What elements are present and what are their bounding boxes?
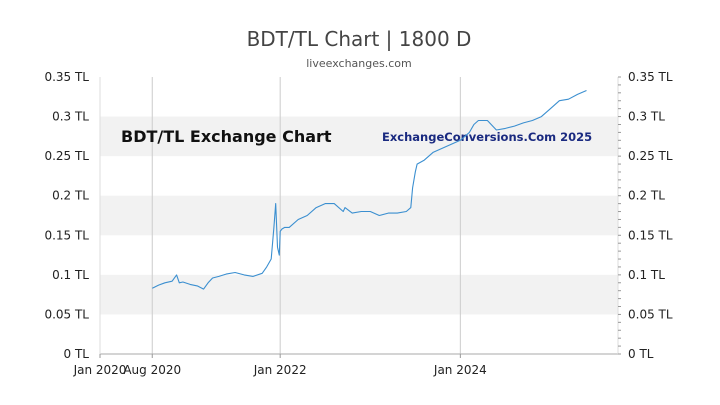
y-tick-label-left: 0.2 TL [52, 189, 89, 203]
y-tick-label-left: 0.35 TL [44, 70, 89, 84]
series-line-bdt-tl [152, 89, 587, 290]
y-tick-label-right: 0.35 TL [628, 70, 673, 84]
right-minor-ticks [618, 76, 621, 355]
x-tick-label: Aug 2020 [123, 363, 181, 377]
y-tick-label-left: 0.25 TL [44, 149, 89, 163]
y-tick-label-right: 0.05 TL [628, 307, 673, 321]
band-5 [100, 116, 618, 157]
vertical-gridlines [151, 77, 461, 354]
y-tick-label-left: 0.3 TL [52, 110, 89, 124]
y-tick-label-right: 0.25 TL [628, 149, 673, 163]
y-tick-label-right: 0.1 TL [628, 268, 665, 282]
y-tick-labels-right: 0 TL 0.05 TL 0.1 TL 0.15 TL 0.2 TL 0.25 TL 0.3… [628, 70, 673, 361]
y-tick-label-right: 0.2 TL [628, 189, 665, 203]
chart-title: BDT/TL Chart | 1800 D [247, 27, 472, 51]
y-tick-label-right: 0.15 TL [628, 228, 673, 242]
y-tick-label-left: 0.05 TL [44, 307, 89, 321]
y-tick-labels-left: 0 TL 0.05 TL 0.1 TL 0.15 TL 0.2 TL 0.25 TL 0.3… [44, 70, 89, 361]
x-tick-label: Jan 2022 [253, 363, 307, 377]
y-tick-label-right: 0 TL [628, 347, 654, 361]
y-tick-label-left: 0 TL [64, 347, 90, 361]
y-tick-label-left: 0.15 TL [44, 228, 89, 242]
watermark-right: ExchangeConversions.Com 2025 [382, 130, 592, 144]
band-1 [100, 274, 618, 315]
alternating-bands [100, 116, 618, 315]
x-tick-label: Jan 2020 [73, 363, 127, 377]
y-tick-label-left: 0.1 TL [52, 268, 89, 282]
watermark-left: BDT/TL Exchange Chart [121, 127, 332, 146]
band-3 [100, 195, 618, 236]
y-tick-label-right: 0.3 TL [628, 110, 665, 124]
x-tick-label: Jan 2024 [433, 363, 487, 377]
chart-subtitle: liveexchanges.com [306, 57, 411, 70]
